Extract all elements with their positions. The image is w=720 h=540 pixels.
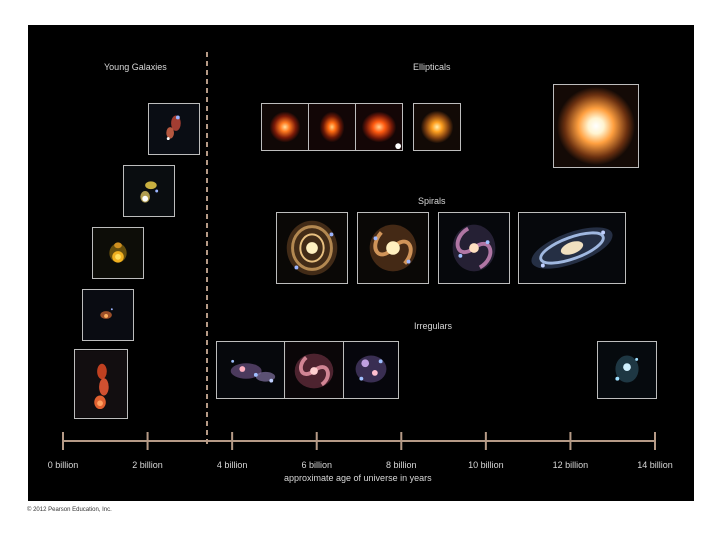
elliptical-galaxy-image — [355, 103, 403, 151]
spiral-galaxy-image — [518, 212, 626, 284]
elliptical-galaxy-image — [413, 103, 461, 151]
tick-label: 0 billion — [47, 460, 79, 470]
young-galaxy-image — [148, 103, 200, 155]
tick-label: 10 billion — [468, 460, 504, 470]
young-galaxy-image — [123, 165, 175, 217]
tick-label: 12 billion — [552, 460, 589, 470]
spiral-galaxy-image — [276, 212, 348, 284]
tick-label: 2 billion — [132, 460, 163, 470]
diagram-panel: Young Galaxies Ellipticals Spirals Irreg… — [28, 25, 694, 501]
label-ellipticals: Ellipticals — [413, 62, 451, 72]
label-young-galaxies: Young Galaxies — [104, 62, 167, 72]
elliptical-galaxy-image — [553, 84, 639, 168]
young-galaxy-image — [74, 349, 128, 419]
tick-label: 6 billion — [301, 460, 332, 470]
tick-label: 8 billion — [386, 460, 417, 470]
label-irregulars: Irregulars — [414, 321, 453, 331]
tick-label: 14 billion — [637, 460, 673, 470]
irregular-galaxy-image — [343, 341, 399, 399]
spiral-galaxy-image — [357, 212, 429, 284]
spiral-galaxy-image — [438, 212, 510, 284]
copyright-notice: © 2012 Pearson Education, Inc. — [27, 507, 112, 513]
timeline-axis — [62, 52, 656, 450]
elliptical-galaxy-image — [261, 103, 309, 151]
axis-title: approximate age of universe in years — [284, 473, 432, 483]
young-galaxy-image — [82, 289, 134, 341]
irregular-galaxy-image — [597, 341, 657, 399]
young-galaxy-image — [92, 227, 144, 279]
tick-label: 4 billion — [216, 460, 248, 470]
label-spirals: Spirals — [418, 196, 446, 206]
irregular-galaxy-image — [284, 341, 344, 399]
